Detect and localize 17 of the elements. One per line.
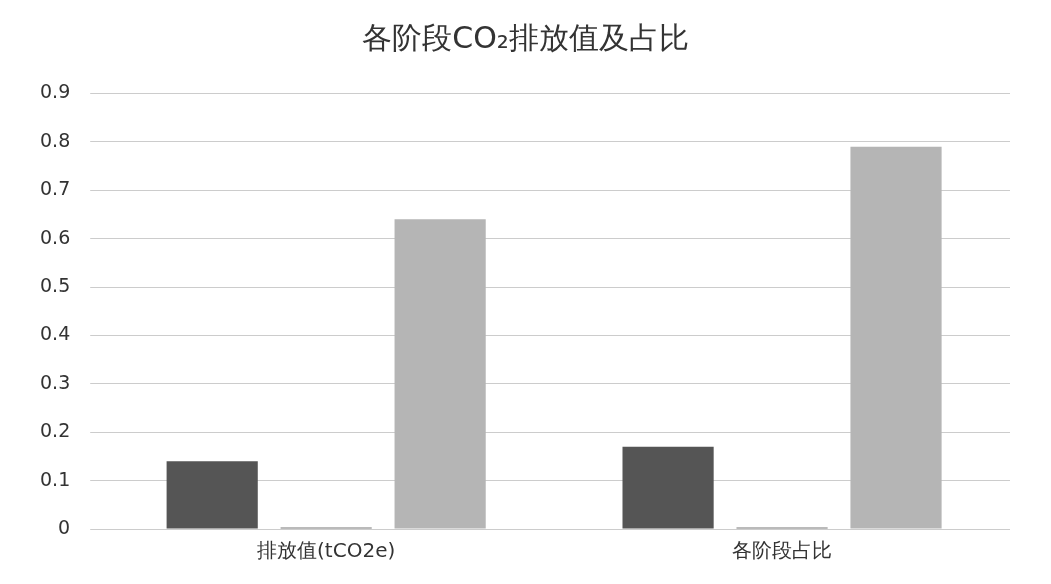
y-tick-label: 0.7: [40, 177, 71, 200]
y-tick-label: 0.6: [40, 225, 71, 248]
y-tick-label: 0.1: [40, 467, 71, 490]
y-tick-label: 0.5: [40, 273, 71, 296]
x-tick-label: 排放值(tCO2e): [257, 538, 396, 563]
y-tick-label: 0.3: [40, 370, 71, 393]
x-tick-label: 各阶段占比: [732, 538, 833, 563]
bar: [622, 446, 714, 529]
y-tick-label: 0: [58, 515, 71, 538]
bar: [850, 146, 942, 529]
y-tick-label: 0.8: [40, 128, 71, 151]
bar: [394, 219, 486, 529]
bar: [166, 461, 258, 529]
y-tick-label: 0.2: [40, 419, 71, 442]
chart-title: 各阶段CO₂排放值及占比: [361, 19, 690, 57]
y-tick-label: 0.4: [40, 322, 71, 345]
y-tick-label: 0.9: [40, 80, 71, 103]
